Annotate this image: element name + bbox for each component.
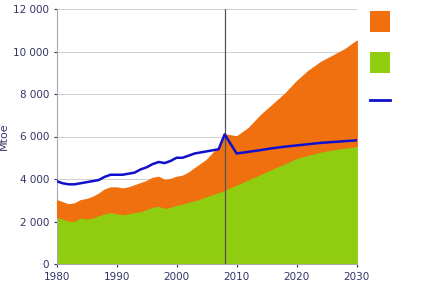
Y-axis label: Mtoe: Mtoe <box>0 123 9 150</box>
Legend: , , : , , <box>369 11 401 114</box>
